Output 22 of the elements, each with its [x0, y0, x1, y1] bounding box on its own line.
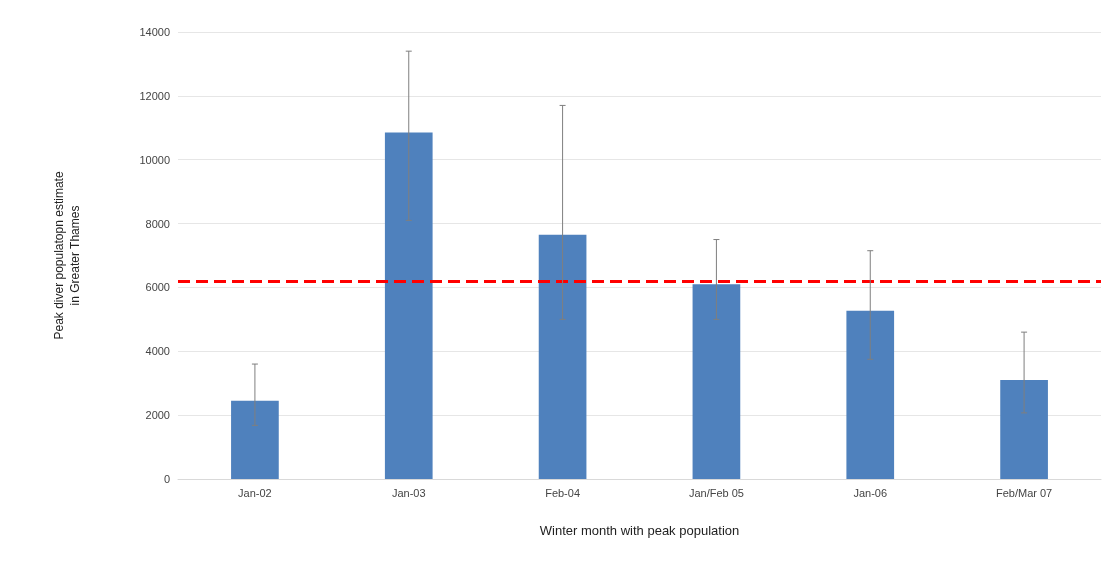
- bar: [692, 284, 741, 479]
- bar: [538, 234, 587, 479]
- x-tick-label: Jan/Feb 05: [688, 486, 744, 499]
- x-tick-label: Feb-04: [545, 486, 581, 499]
- y-tick-label: 6000: [145, 281, 170, 294]
- y-tick-label: 8000: [145, 217, 170, 230]
- bar: [231, 400, 279, 479]
- x-axis-title: Winter month with peak population: [539, 523, 740, 538]
- y-tick-label: 0: [163, 473, 170, 485]
- bar: [846, 310, 895, 479]
- x-tick-label: Jan-02: [238, 486, 272, 499]
- y-tick-label: 14000: [139, 26, 170, 38]
- x-tick-label: Jan-06: [853, 486, 888, 499]
- bar: [384, 132, 433, 479]
- y-tick-label: 4000: [145, 345, 170, 358]
- y-tick-label: 10000: [139, 153, 170, 166]
- bar: [1000, 380, 1048, 479]
- x-tick-label: Jan-03: [391, 486, 426, 499]
- y-tick-label: 12000: [139, 89, 170, 102]
- y-axis-title: Peak diver populatopn estimate in Greater Thames: [52, 171, 82, 340]
- y-tick-label: 2000: [145, 409, 170, 422]
- x-tick-label: Feb/Mar 07: [995, 486, 1053, 499]
